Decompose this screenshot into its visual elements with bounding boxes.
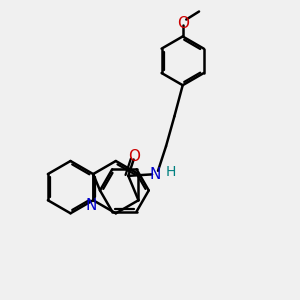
- Text: O: O: [177, 16, 189, 32]
- Text: O: O: [128, 149, 140, 164]
- Text: N: N: [150, 167, 161, 182]
- Text: H: H: [166, 165, 176, 179]
- Text: N: N: [86, 198, 98, 213]
